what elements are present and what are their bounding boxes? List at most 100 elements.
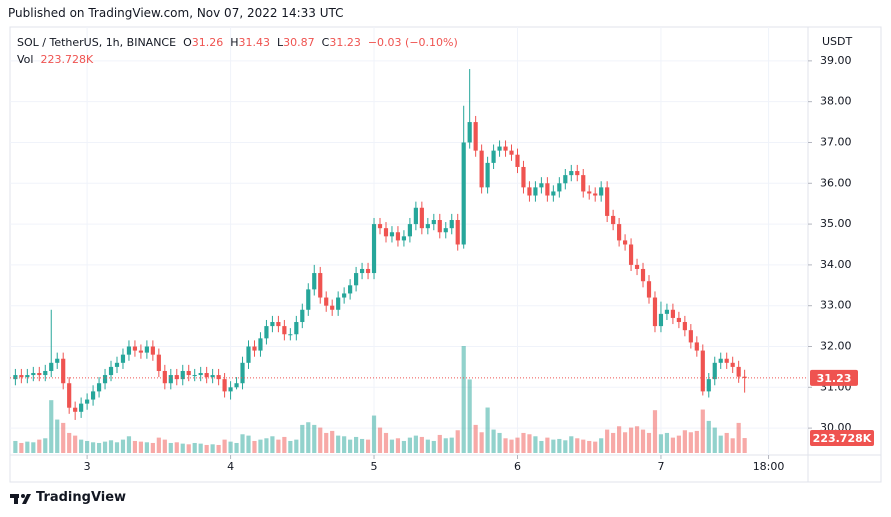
volume-bar: [55, 419, 60, 453]
volume-bar: [581, 439, 586, 453]
candle-body: [533, 187, 538, 196]
volume-bar: [700, 409, 705, 453]
candle-body: [246, 346, 251, 363]
candle-body: [240, 362, 245, 384]
volume-bar: [736, 422, 741, 453]
volume-bar: [485, 407, 490, 453]
candle-body: [587, 191, 592, 194]
candle-body: [114, 362, 120, 367]
candle-body: [509, 150, 514, 155]
candle-body: [575, 171, 580, 176]
chart-frame: [9, 26, 882, 483]
candle-body: [150, 346, 155, 355]
candle-body: [13, 375, 18, 380]
candle-body: [676, 317, 681, 323]
candle-body: [132, 346, 138, 351]
volume-bar: [437, 434, 442, 453]
candle-body: [168, 375, 173, 384]
candle-body: [736, 366, 741, 377]
candle-body: [61, 358, 66, 384]
volume-bar: [557, 438, 562, 453]
candle-body: [605, 187, 610, 216]
candle-body: [216, 375, 221, 380]
volume-bar: [19, 442, 24, 453]
volume-bar: [37, 439, 42, 453]
low-key: L: [277, 36, 284, 49]
candle-body: [718, 358, 723, 363]
volume-bar: [724, 432, 729, 453]
candle-body: [186, 370, 191, 376]
candle-body: [539, 183, 544, 188]
volume-bar: [539, 440, 544, 453]
volume-bar: [174, 442, 179, 453]
volume-bar: [138, 441, 143, 453]
volume-bar: [85, 440, 90, 453]
volume-bar: [455, 430, 460, 453]
volume-bar: [617, 426, 622, 453]
candle-body: [294, 322, 299, 335]
volume-bar: [622, 432, 628, 453]
candle-body: [479, 150, 484, 188]
volume-bar: [31, 442, 36, 453]
volume-bar: [419, 436, 424, 453]
candle-body: [599, 187, 604, 196]
candle-body: [401, 236, 407, 241]
volume-bar: [168, 442, 173, 453]
candle-body: [288, 334, 293, 336]
candle-body: [563, 175, 568, 184]
candle-body: [611, 215, 616, 225]
volume-key: Vol: [17, 53, 34, 66]
candle-body: [258, 338, 263, 351]
candle-body: [569, 171, 574, 176]
volume-bar: [336, 435, 341, 453]
candle-body: [162, 370, 167, 384]
candle-body: [473, 122, 478, 151]
volume-bar: [114, 442, 120, 453]
volume-bar: [144, 442, 149, 453]
candle-body: [646, 281, 652, 298]
candle-body: [359, 268, 365, 274]
volume-bar: [276, 439, 281, 453]
volume-bar: [210, 444, 215, 453]
volume-bar: [551, 439, 556, 453]
volume-bar: [324, 432, 329, 453]
candle-body: [19, 375, 24, 378]
candle-body: [712, 362, 717, 380]
price-tag-label: 31.23: [817, 372, 852, 385]
volume-row: Vol 223.728K: [17, 51, 458, 68]
volume-bar: [706, 420, 711, 453]
volume-bar: [509, 439, 514, 453]
volume-bar: [527, 434, 532, 453]
published-note: Published on TradingView.com, Nov 07, 20…: [8, 6, 344, 20]
candle-body: [336, 297, 341, 310]
candle-body: [425, 224, 430, 229]
volume-bar: [712, 427, 717, 453]
volume-bar: [348, 439, 353, 453]
ohlc-row: SOL / TetherUS, 1h, BINANCE O31.26 H31.4…: [17, 34, 458, 51]
candle-body: [120, 354, 126, 363]
volume-bar: [162, 439, 167, 453]
grid: [10, 27, 808, 455]
currency-label: USDT: [822, 35, 853, 48]
volume-bar: [186, 444, 191, 453]
candle-body: [96, 383, 102, 392]
volume-bar: [49, 400, 54, 453]
candle-body: [270, 322, 275, 327]
volume-bar: [503, 438, 508, 453]
candle-body: [108, 366, 114, 376]
volume-bar: [330, 430, 335, 453]
volume-bar: [467, 379, 472, 453]
volume-bar: [479, 432, 484, 453]
close-key: C: [321, 36, 330, 49]
volume-value: 223.728K: [40, 53, 94, 66]
volume-bar: [389, 439, 395, 453]
candle-body: [694, 342, 699, 351]
high-value: 31.43: [238, 36, 271, 49]
candle-body: [342, 293, 347, 298]
volume-bar: [234, 442, 239, 453]
volume-bar: [670, 437, 675, 453]
candle-body: [55, 358, 60, 363]
candle-body: [252, 346, 257, 351]
candle-body: [515, 154, 520, 167]
